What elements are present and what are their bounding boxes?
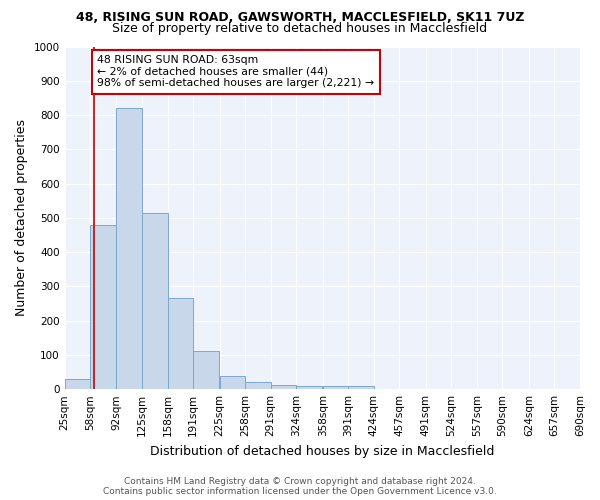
Text: Contains HM Land Registry data © Crown copyright and database right 2024.
Contai: Contains HM Land Registry data © Crown c…: [103, 476, 497, 496]
Bar: [348, 386, 374, 389]
Bar: [116, 108, 142, 389]
Text: 48, RISING SUN ROAD, GAWSWORTH, MACCLESFIELD, SK11 7UZ: 48, RISING SUN ROAD, GAWSWORTH, MACCLESF…: [76, 11, 524, 24]
Bar: [65, 379, 90, 389]
Bar: [245, 382, 271, 389]
Bar: [167, 298, 193, 389]
Bar: [323, 386, 348, 389]
X-axis label: Distribution of detached houses by size in Macclesfield: Distribution of detached houses by size …: [150, 444, 494, 458]
Bar: [296, 386, 322, 389]
Bar: [193, 352, 219, 389]
Text: 48 RISING SUN ROAD: 63sqm
← 2% of detached houses are smaller (44)
98% of semi-d: 48 RISING SUN ROAD: 63sqm ← 2% of detach…: [97, 55, 374, 88]
Bar: [90, 224, 116, 389]
Text: Size of property relative to detached houses in Macclesfield: Size of property relative to detached ho…: [112, 22, 488, 35]
Bar: [142, 212, 167, 389]
Y-axis label: Number of detached properties: Number of detached properties: [15, 120, 28, 316]
Bar: [220, 376, 245, 389]
Bar: [271, 385, 296, 389]
